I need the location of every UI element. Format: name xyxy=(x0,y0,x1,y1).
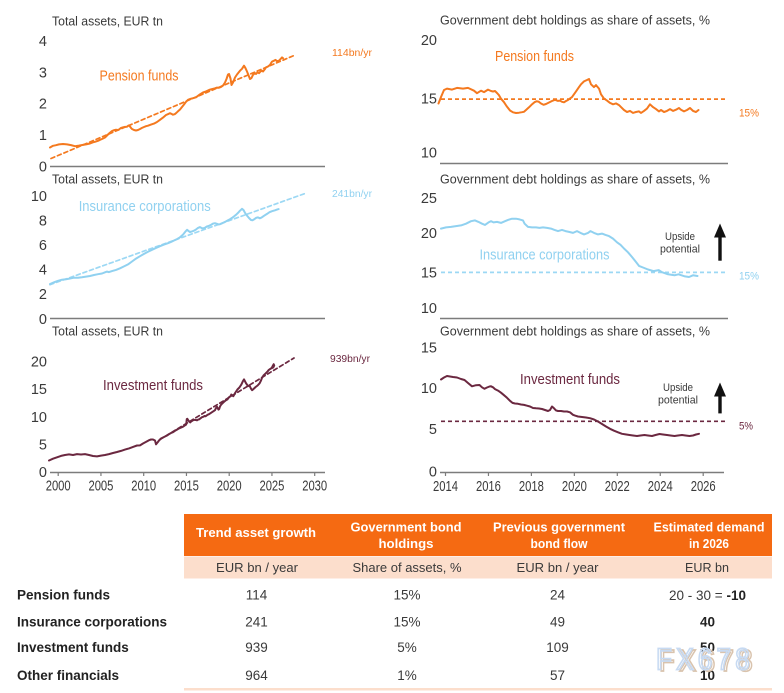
svg-text:2020: 2020 xyxy=(562,479,587,495)
svg-text:in 2026: in 2026 xyxy=(689,536,729,551)
svg-text:57: 57 xyxy=(550,668,565,683)
svg-text:2014: 2014 xyxy=(433,479,458,495)
svg-text:939: 939 xyxy=(245,640,268,655)
svg-text:10: 10 xyxy=(421,145,437,161)
svg-text:EUR bn / year: EUR bn / year xyxy=(216,560,299,575)
svg-text:10: 10 xyxy=(700,668,715,683)
svg-text:109: 109 xyxy=(546,640,569,655)
svg-text:Insurance corporations: Insurance corporations xyxy=(79,198,211,215)
svg-text:20: 20 xyxy=(31,355,47,371)
svg-text:15: 15 xyxy=(421,341,437,357)
svg-text:2024: 2024 xyxy=(648,479,673,495)
svg-text:EUR bn / year: EUR bn / year xyxy=(517,560,600,575)
svg-text:Government debt holdings as sh: Government debt holdings as share of ass… xyxy=(440,14,710,28)
svg-text:Trend asset growth: Trend asset growth xyxy=(196,525,316,540)
svg-text:Upside: Upside xyxy=(663,382,693,394)
svg-text:5: 5 xyxy=(39,437,47,453)
svg-text:15%: 15% xyxy=(393,588,420,603)
svg-text:114: 114 xyxy=(246,588,268,603)
svg-text:20: 20 xyxy=(421,33,437,49)
svg-text:2018: 2018 xyxy=(519,479,544,495)
svg-text:bond flow: bond flow xyxy=(531,536,589,551)
svg-text:964: 964 xyxy=(245,668,268,683)
svg-text:49: 49 xyxy=(550,615,565,630)
svg-text:20: 20 xyxy=(421,226,437,242)
svg-text:15: 15 xyxy=(31,382,47,398)
svg-text:2: 2 xyxy=(39,97,47,113)
svg-text:Share of assets, %: Share of assets, % xyxy=(353,560,462,575)
svg-text:10: 10 xyxy=(31,189,47,205)
svg-text:2030: 2030 xyxy=(302,479,327,495)
svg-text:4: 4 xyxy=(39,263,47,279)
svg-text:2000: 2000 xyxy=(46,479,71,495)
svg-text:Government debt holdings as sh: Government debt holdings as share of ass… xyxy=(440,325,710,339)
svg-text:0: 0 xyxy=(39,465,47,481)
svg-text:5%: 5% xyxy=(739,420,753,432)
svg-text:2026: 2026 xyxy=(691,479,716,495)
svg-text:Estimated demand: Estimated demand xyxy=(654,520,765,535)
svg-text:Investment funds: Investment funds xyxy=(103,377,203,394)
svg-text:0: 0 xyxy=(39,159,47,175)
svg-text:939bn/yr: 939bn/yr xyxy=(330,353,370,365)
svg-text:6: 6 xyxy=(39,238,47,254)
svg-text:2: 2 xyxy=(39,287,47,303)
svg-text:Government bond: Government bond xyxy=(351,520,462,535)
svg-text:15: 15 xyxy=(421,265,437,281)
svg-text:holdings: holdings xyxy=(379,536,434,551)
svg-text:25: 25 xyxy=(421,191,437,207)
svg-text:8: 8 xyxy=(39,213,47,229)
svg-text:Investment funds: Investment funds xyxy=(520,371,620,388)
svg-text:5%: 5% xyxy=(397,640,417,655)
svg-text:Upside: Upside xyxy=(665,231,695,243)
svg-text:FX678: FX678 xyxy=(659,643,757,678)
svg-text:2016: 2016 xyxy=(476,479,501,495)
svg-text:Pension funds: Pension funds xyxy=(17,588,110,603)
svg-text:2025: 2025 xyxy=(259,479,284,495)
svg-text:Pension funds: Pension funds xyxy=(495,48,574,65)
svg-text:241bn/yr: 241bn/yr xyxy=(332,188,372,200)
svg-text:15%: 15% xyxy=(393,615,420,630)
svg-text:1%: 1% xyxy=(397,668,417,683)
svg-text:241: 241 xyxy=(245,615,268,630)
svg-text:Investment funds: Investment funds xyxy=(17,640,129,655)
svg-text:0: 0 xyxy=(39,312,47,328)
svg-text:FX678: FX678 xyxy=(656,642,754,677)
svg-text:5: 5 xyxy=(429,422,437,438)
svg-text:Total assets, EUR tn: Total assets, EUR tn xyxy=(52,173,163,187)
svg-text:24: 24 xyxy=(550,588,566,603)
svg-text:10: 10 xyxy=(31,410,47,426)
svg-text:10: 10 xyxy=(421,381,437,397)
svg-text:Insurance corporations: Insurance corporations xyxy=(480,247,610,264)
svg-text:0: 0 xyxy=(429,465,437,481)
svg-text:15: 15 xyxy=(421,92,437,108)
svg-text:potential: potential xyxy=(658,395,698,407)
svg-text:Pension funds: Pension funds xyxy=(100,67,179,84)
svg-text:15%: 15% xyxy=(739,108,759,120)
svg-text:50: 50 xyxy=(700,640,715,655)
svg-text:Government debt holdings as sh: Government debt holdings as share of ass… xyxy=(440,173,710,187)
svg-text:20 - 30 = -10: 20 - 30 = -10 xyxy=(669,588,746,603)
svg-text:Insurance corporations: Insurance corporations xyxy=(17,615,167,630)
svg-text:2010: 2010 xyxy=(131,479,156,495)
svg-text:2005: 2005 xyxy=(88,479,113,495)
svg-text:Other financials: Other financials xyxy=(17,668,119,683)
svg-text:15%: 15% xyxy=(739,271,759,283)
svg-text:2015: 2015 xyxy=(174,479,199,495)
svg-text:3: 3 xyxy=(39,65,47,81)
svg-text:2020: 2020 xyxy=(217,479,242,495)
svg-text:Total assets, EUR tn: Total assets, EUR tn xyxy=(52,325,163,339)
svg-text:10: 10 xyxy=(421,301,437,317)
svg-text:40: 40 xyxy=(700,615,715,630)
svg-text:1: 1 xyxy=(39,128,47,144)
svg-text:2022: 2022 xyxy=(605,479,630,495)
svg-text:Previous government: Previous government xyxy=(493,520,626,535)
svg-text:4: 4 xyxy=(39,34,47,50)
svg-text:114bn/yr: 114bn/yr xyxy=(332,47,372,59)
svg-text:potential: potential xyxy=(660,244,700,256)
svg-text:EUR bn: EUR bn xyxy=(685,560,729,575)
svg-text:Total assets, EUR tn: Total assets, EUR tn xyxy=(52,15,163,29)
